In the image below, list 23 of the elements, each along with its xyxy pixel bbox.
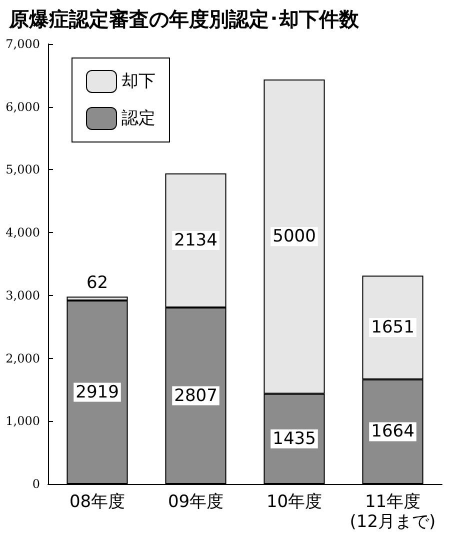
x-tick-label: 10年度	[266, 492, 322, 512]
data-label: 1651	[371, 318, 414, 338]
data-label: 5000	[272, 226, 316, 247]
y-tick-label: 4,000	[6, 226, 40, 240]
y-tick-label: 6,000	[6, 100, 40, 114]
y-tick-label: 7,000	[6, 37, 40, 51]
x-tick-label: 08年度	[69, 492, 126, 512]
y-tick-label: 0	[32, 477, 40, 491]
x-tick-label: 09年度	[168, 492, 224, 512]
y-tick-label: 2,000	[6, 351, 40, 366]
chart-title: 原爆症認定審査の年度別認定･却下件数	[8, 7, 360, 31]
x-tick-label: 11年度 (12月まで)	[350, 492, 436, 532]
data-label: 2134	[174, 230, 218, 250]
legend-label: 認定	[122, 108, 156, 128]
data-label: 1435	[272, 428, 316, 449]
y-tick-label: 3,000	[6, 288, 40, 302]
data-label: 1664	[371, 422, 414, 442]
legend-label: 却下	[122, 72, 156, 92]
data-label: 2807	[174, 386, 218, 406]
y-tick-label: 5,000	[6, 162, 40, 177]
y-tick-label: 1,000	[6, 414, 40, 428]
data-label: 2919	[76, 382, 119, 402]
data-label: 62	[86, 273, 108, 294]
